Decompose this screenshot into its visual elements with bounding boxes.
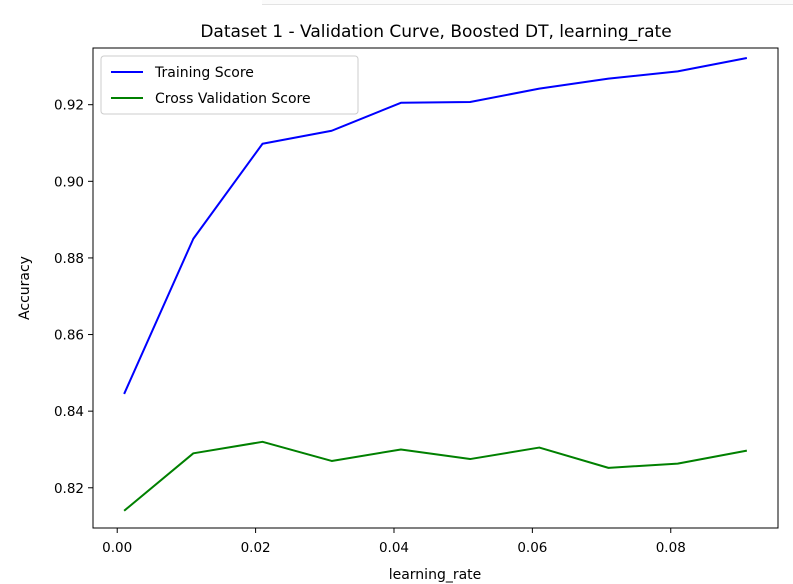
y-tick-label: 0.84: [54, 404, 84, 420]
series-line-cross-validation: [123, 440, 748, 512]
x-tick-label: 0.02: [241, 540, 271, 556]
plot-frame: [92, 47, 779, 529]
y-tick-label: 0.92: [54, 98, 84, 114]
background-window-edge: [262, 0, 793, 5]
x-axis-ticks: 0.00 0.02 0.04 0.06 0.08: [102, 528, 686, 556]
y-tick-label: 0.88: [54, 251, 84, 267]
y-tick-label: 0.86: [54, 328, 84, 344]
series-layer: [123, 56, 748, 512]
y-axis-ticks: 0.82 0.84 0.86 0.88 0.90 0.92: [54, 98, 93, 497]
legend-label-training: Training Score: [154, 65, 254, 81]
x-tick-label: 0.08: [656, 540, 686, 556]
x-tick-label: 0.00: [102, 540, 132, 556]
y-tick-label: 0.90: [54, 174, 84, 190]
legend: Training Score Cross Validation Score: [100, 55, 359, 115]
x-axis-label: learning_rate: [389, 567, 482, 583]
y-axis-label: Accuracy: [17, 256, 33, 320]
chart-title: Dataset 1 - Validation Curve, Boosted DT…: [200, 22, 671, 42]
legend-box: [100, 55, 359, 115]
legend-label-cross-validation: Cross Validation Score: [155, 91, 311, 107]
y-tick-label: 0.82: [54, 481, 84, 497]
x-tick-label: 0.06: [517, 540, 547, 556]
x-tick-label: 0.04: [379, 540, 409, 556]
series-line-training: [123, 56, 748, 395]
